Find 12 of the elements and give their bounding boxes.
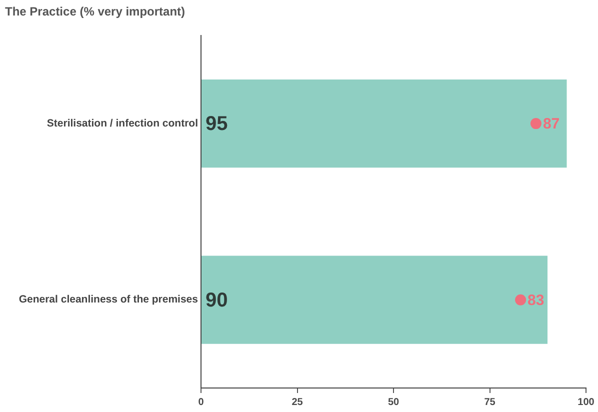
data-label: 87 xyxy=(542,116,560,133)
data-label: 83 xyxy=(528,292,544,309)
data-label: 90 xyxy=(206,289,228,312)
x-tick-label: 50 xyxy=(388,396,400,408)
y-tick-label: General cleanliness of the premises xyxy=(18,294,198,306)
data-label: 95 xyxy=(206,113,228,136)
x-tick-label: 0 xyxy=(198,396,204,408)
x-tick-label: 75 xyxy=(484,396,496,408)
y-tick-label: Sterilisation / infection control xyxy=(46,117,198,130)
text: The Practice (% very important) xyxy=(5,4,186,19)
x-tick-label: 100 xyxy=(578,396,595,408)
x-tick-label: 25 xyxy=(292,396,304,408)
